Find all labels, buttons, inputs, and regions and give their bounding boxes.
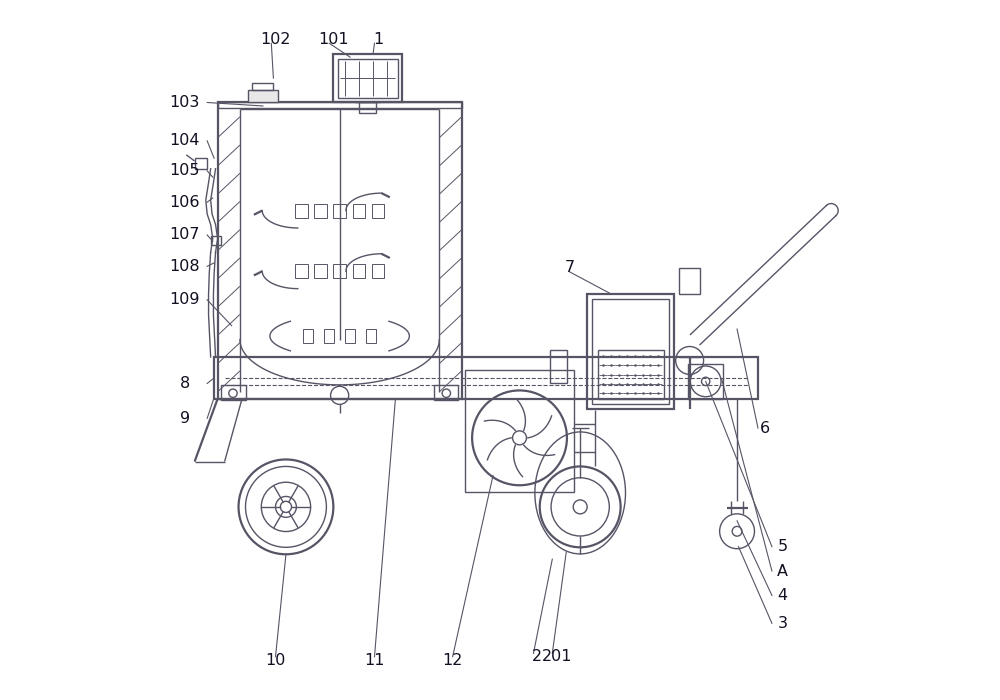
Text: 106: 106 (170, 195, 200, 210)
Bar (303, 329, 313, 343)
Text: 107: 107 (170, 228, 200, 242)
Bar (465, 370, 574, 492)
Bar (252, 83, 273, 90)
Text: 6: 6 (760, 421, 770, 435)
Bar (211, 237, 221, 245)
Bar (195, 158, 207, 169)
Bar (295, 204, 308, 218)
Text: 103: 103 (170, 95, 200, 110)
Text: 104: 104 (170, 133, 200, 148)
Bar (338, 59, 398, 97)
Bar (314, 264, 327, 278)
Bar (679, 267, 700, 294)
Bar (353, 204, 365, 218)
Bar (434, 385, 458, 400)
Bar (587, 294, 674, 410)
Text: 109: 109 (170, 293, 200, 307)
Bar (366, 329, 376, 343)
Bar (324, 329, 334, 343)
Text: 102: 102 (260, 32, 291, 47)
Bar (372, 204, 384, 218)
Text: 8: 8 (180, 376, 190, 391)
Text: 201: 201 (542, 650, 572, 664)
Text: 4: 4 (777, 588, 787, 603)
Text: 10: 10 (265, 653, 286, 668)
Bar (333, 54, 402, 102)
Text: 9: 9 (180, 411, 190, 426)
Bar (314, 204, 327, 218)
Text: 2: 2 (532, 650, 542, 664)
Bar (372, 264, 384, 278)
Bar (598, 351, 664, 399)
Bar (333, 264, 346, 278)
Bar (345, 329, 355, 343)
Text: 7: 7 (565, 260, 575, 275)
Bar (248, 90, 278, 102)
Text: A: A (777, 564, 788, 578)
Bar (214, 357, 758, 399)
Bar (592, 299, 669, 405)
Text: 3: 3 (777, 616, 787, 631)
Bar (295, 264, 308, 278)
Text: 5: 5 (777, 539, 787, 554)
Text: 101: 101 (319, 32, 349, 47)
Bar (221, 385, 246, 400)
Bar (218, 102, 462, 108)
Bar (359, 102, 376, 113)
Text: 1: 1 (373, 32, 383, 47)
Text: 108: 108 (170, 259, 200, 274)
Bar (550, 350, 567, 384)
Bar (688, 364, 723, 399)
Text: 12: 12 (442, 653, 463, 668)
Bar (333, 204, 346, 218)
Bar (353, 264, 365, 278)
Bar (218, 102, 462, 399)
Text: 11: 11 (364, 653, 385, 668)
Text: 105: 105 (170, 163, 200, 179)
